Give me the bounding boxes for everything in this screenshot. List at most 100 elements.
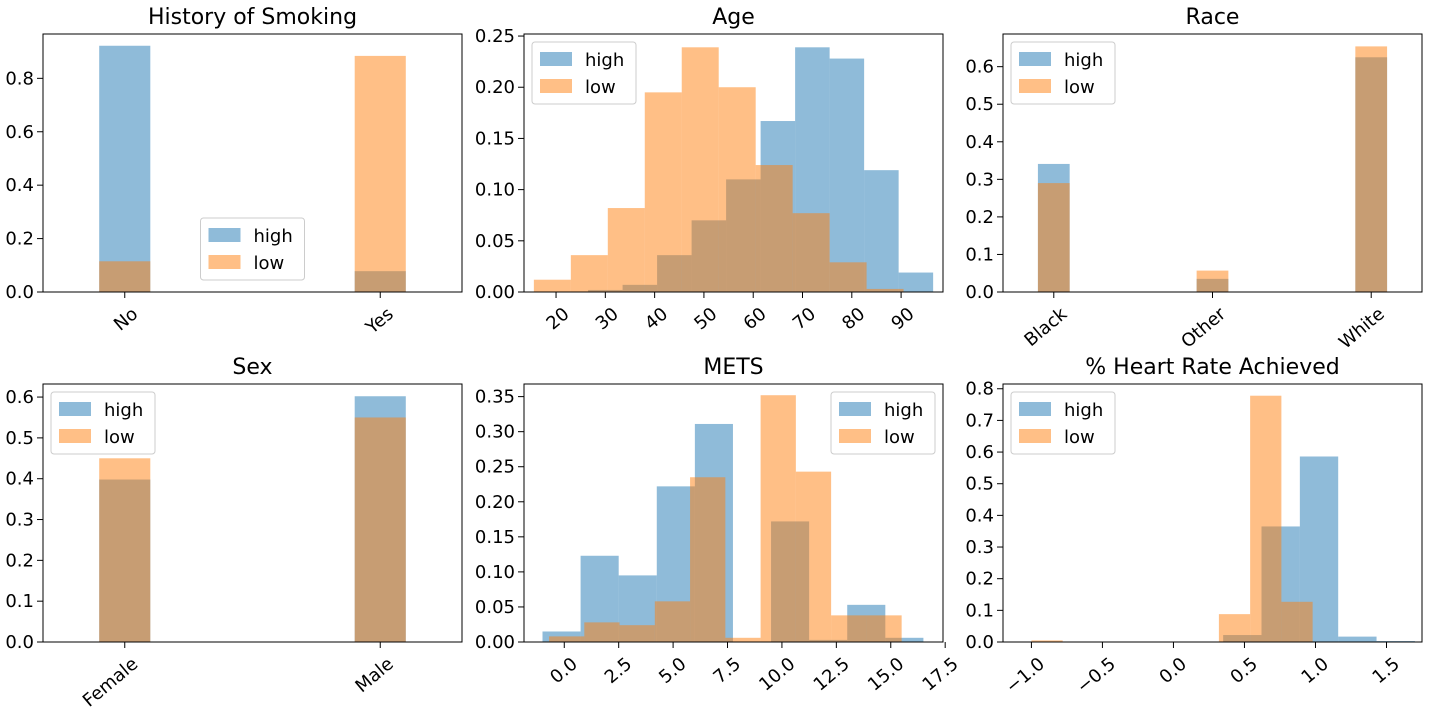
x-tick-label: 30: [592, 304, 623, 335]
x-tick-label: 60: [740, 304, 771, 335]
bar-low-6: [1218, 614, 1251, 642]
y-tick-label: 0.4: [965, 132, 994, 153]
legend-swatch-high: [1019, 52, 1051, 66]
bar-low-7: [1250, 395, 1282, 642]
y-tick-label: 0.00: [475, 632, 515, 653]
bar-low-1: [1196, 270, 1229, 292]
x-tick-label: 12.5: [810, 654, 854, 696]
bar-low-0: [99, 458, 151, 642]
x-tick-label: Other: [1177, 303, 1230, 352]
x-tick-label: White: [1335, 304, 1389, 354]
bar-high-9: [885, 637, 924, 642]
bar-low-3: [644, 92, 682, 292]
y-tick-label: 0.2: [5, 550, 34, 571]
chart-panel-4: 0.00 0.05 0.10 0.15 0.20 0.25 0.30 0.35 0.0 2.5 5.…: [475, 355, 963, 695]
x-tick-label: 7.5: [710, 654, 745, 688]
x-tick-label: Female: [79, 654, 142, 712]
x-tick-label: 70: [789, 304, 820, 335]
y-tick-label: 0.15: [475, 128, 515, 149]
legend-swatch-low: [839, 429, 871, 443]
y-tick-label: 0.8: [5, 68, 34, 89]
bar-low-2: [1355, 46, 1388, 293]
legend-swatch-low: [1019, 79, 1051, 93]
bar-low-7: [792, 213, 830, 292]
y-tick-label: 0.20: [475, 492, 515, 513]
bar-low-7: [795, 471, 832, 642]
chart-panel-2: 0.0 0.1 0.2 0.3 0.4 0.5 0.6 Black Other White Race…: [965, 5, 1423, 354]
x-tick-label: 1.5: [1368, 654, 1403, 688]
bar-low-0: [549, 636, 585, 642]
legend-label-high: high: [1064, 400, 1103, 421]
chart-panel-0: 0.0 0.2 0.4 0.6 0.8 No Yes History of Smoking hi…: [5, 5, 463, 339]
legend: high low: [1010, 41, 1116, 105]
bar-low-1: [584, 622, 620, 642]
y-tick-label: 0.3: [5, 510, 34, 531]
x-tick-label: 80: [838, 304, 869, 335]
axes-frame: [42, 383, 463, 643]
x-tick-label: Male: [352, 654, 398, 697]
chart-title: Age: [712, 5, 755, 30]
x-tick-label: 17.5: [918, 654, 962, 696]
bar-low-2: [619, 625, 655, 642]
chart-title: History of Smoking: [148, 5, 357, 30]
y-tick-label: 0.20: [475, 77, 515, 98]
bar-low-6: [755, 165, 793, 292]
chart-panel-3: 0.0 0.1 0.2 0.3 0.4 0.5 0.6 Female Male Sex high lo…: [5, 355, 463, 712]
legend: high low: [531, 41, 637, 105]
legend-label-low: low: [884, 427, 915, 448]
y-tick-label: 0.0: [965, 282, 994, 303]
x-tick-label: 90: [887, 304, 918, 335]
y-tick-label: 0.8: [965, 379, 994, 400]
bar-low-0: [1037, 183, 1070, 292]
x-tick-label: −0.5: [1073, 654, 1120, 698]
y-tick-label: 0.1: [5, 591, 34, 612]
legend-swatch-high: [540, 52, 572, 66]
legend-label-high: high: [254, 226, 293, 247]
legend-swatch-low: [59, 429, 91, 443]
x-tick-label: 0.5: [1226, 654, 1261, 688]
legend-swatch-high: [208, 228, 241, 242]
bar-high-7: [829, 58, 865, 293]
legend-swatch-low: [208, 255, 241, 269]
bar-low-5: [725, 637, 761, 642]
y-tick-label: 0.5: [965, 94, 994, 115]
y-tick-label: 0.2: [965, 569, 994, 590]
bar-low-1: [570, 255, 608, 292]
y-tick-label: 0.5: [5, 428, 34, 449]
bar-low-9: [866, 615, 902, 642]
y-tick-label: 0.05: [475, 231, 515, 252]
legend-swatch-low: [1019, 429, 1051, 443]
y-tick-label: 0.7: [965, 410, 994, 431]
y-tick-label: 0.30: [475, 422, 515, 443]
legend-label-low: low: [585, 77, 616, 98]
y-tick-label: 0.0: [965, 632, 994, 653]
bar-low-0: [1031, 640, 1063, 642]
bar-low-3: [654, 601, 691, 642]
y-tick-label: 0.6: [965, 442, 994, 463]
y-tick-label: 0.6: [5, 387, 34, 408]
y-tick-label: 0.4: [5, 175, 34, 196]
legend: high low: [200, 217, 305, 281]
y-tick-label: 0.5: [965, 474, 994, 495]
legend-label-high: high: [104, 400, 143, 421]
x-tick-label: No: [110, 304, 142, 336]
chart-panel-5: 0.0 0.1 0.2 0.3 0.4 0.5 0.6 0.7 0.8 −1.0 −0.5 0.0 0.…: [965, 355, 1423, 698]
legend: high low: [50, 391, 156, 455]
bar-low-9: [866, 288, 904, 292]
legend-label-high: high: [884, 400, 923, 421]
legend-label-low: low: [1064, 427, 1095, 448]
y-tick-label: 0.6: [965, 57, 994, 78]
y-tick-label: 0.35: [475, 387, 515, 408]
x-tick-label: 2.5: [601, 654, 636, 688]
bar-low-8: [1281, 601, 1313, 642]
y-tick-label: 0.0: [5, 282, 34, 303]
x-tick-label: Black: [1020, 303, 1071, 351]
chart-title: Sex: [232, 355, 272, 380]
y-tick-label: 0.05: [475, 597, 515, 618]
x-tick-label: 40: [641, 304, 672, 335]
axes-frame: [523, 383, 944, 643]
y-tick-label: 0.25: [475, 26, 515, 47]
legend-label-low: low: [104, 427, 135, 448]
y-tick-label: 0.15: [475, 527, 515, 548]
